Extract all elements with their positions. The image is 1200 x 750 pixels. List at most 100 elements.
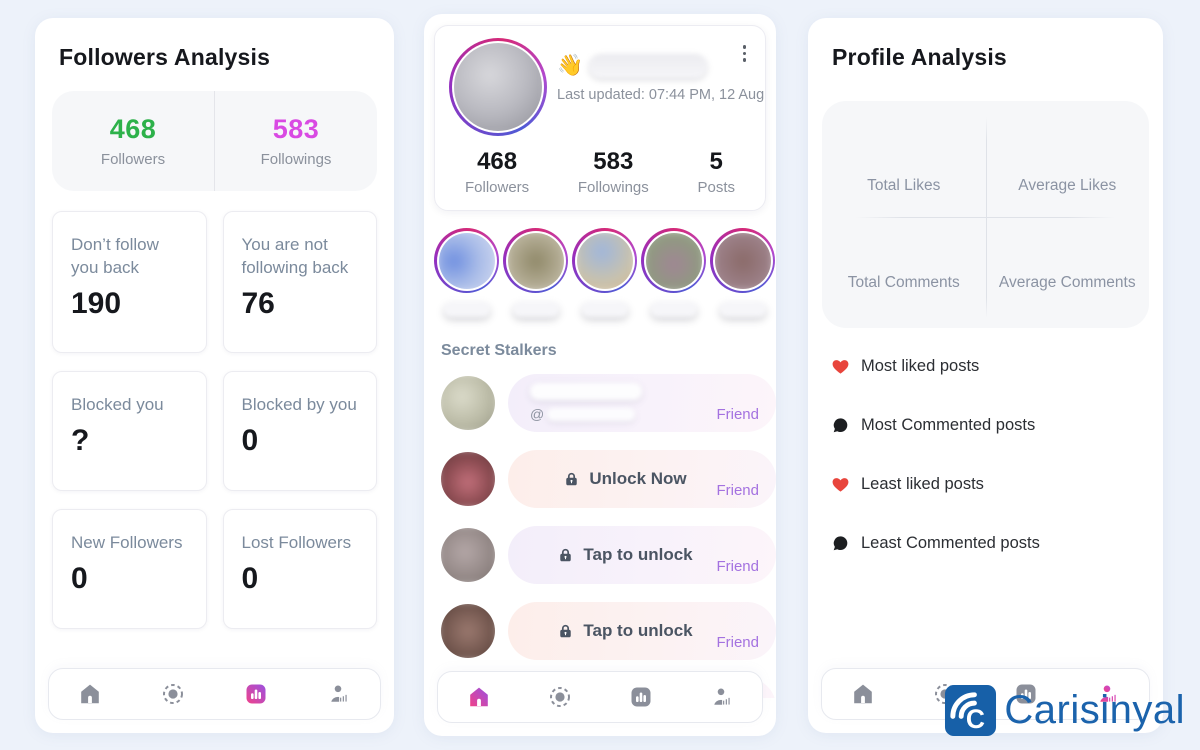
metric-value: 0	[71, 561, 88, 595]
metric-label: You are not following back	[241, 235, 349, 277]
metric-label: Blocked by you	[241, 395, 357, 414]
metrics-grid: Don’t follow you back 190 You are not fo…	[52, 211, 377, 629]
posts-count: 5	[709, 148, 723, 175]
carisinyal-watermark: C Carisinyal	[944, 684, 1185, 737]
post-link-label: Most Commented posts	[861, 416, 1036, 434]
home-screen: 👋 Last updated: 07:44 PM, 12 Aug 468 Fol…	[424, 14, 776, 736]
metric-label: Blocked you	[71, 395, 164, 414]
stalker-avatar	[441, 452, 495, 506]
page-title: Followers Analysis	[59, 44, 271, 70]
stalker-list-item[interactable]: @ Friend	[441, 374, 776, 432]
blurred-story-name	[719, 302, 766, 317]
metric-label: New Followers	[71, 533, 183, 552]
friend-badge[interactable]: Friend	[716, 406, 759, 423]
stalker-pill: Tap to unlock Friend	[508, 602, 776, 660]
unlock-button[interactable]: Tap to unlock	[583, 621, 693, 640]
followings-count: 583	[272, 114, 320, 144]
home-icon[interactable]	[78, 682, 102, 706]
stalker-story-avatar[interactable]	[503, 228, 568, 317]
card-blocked-you[interactable]: Blocked you ?	[52, 371, 207, 491]
least-liked-posts-item[interactable]: Least liked posts	[831, 475, 1139, 494]
unlock-button[interactable]: Unlock Now	[589, 469, 687, 488]
stalker-list-item[interactable]: Tap to unlock Friend	[441, 526, 776, 584]
comment-icon	[833, 418, 848, 433]
friend-badge[interactable]: Friend	[716, 634, 759, 651]
average-likes-cell[interactable]: Average Likes	[986, 101, 1150, 215]
profile-avatar[interactable]	[449, 38, 547, 136]
carisinyal-logo-icon: C	[945, 684, 997, 737]
followings-stat[interactable]: 583 Followings	[215, 91, 377, 191]
page-title: Profile Analysis	[832, 44, 1007, 70]
followers-stat[interactable]: 468 Followers	[465, 148, 529, 196]
blurred-story-name	[581, 302, 628, 317]
least-commented-posts-item[interactable]: Least Commented posts	[831, 534, 1139, 553]
blurred-story-name	[650, 302, 697, 317]
profile-icon[interactable]	[327, 682, 351, 706]
followings-stat[interactable]: 583 Followings	[578, 148, 649, 196]
metric-value: 76	[241, 286, 275, 320]
post-link-label: Least liked posts	[861, 475, 984, 493]
heart-icon	[832, 478, 849, 492]
lock-icon	[566, 472, 578, 485]
friend-badge[interactable]: Friend	[716, 558, 759, 575]
discover-icon[interactable]	[161, 682, 185, 706]
analytics-icon[interactable]	[1014, 682, 1038, 706]
metric-value: ?	[71, 423, 90, 457]
total-likes-cell[interactable]: Total Likes	[822, 101, 986, 215]
card-you-are-not-following-back[interactable]: You are not following back 76	[222, 211, 377, 353]
followers-stat[interactable]: 468 Followers	[52, 91, 215, 191]
stalker-pill: Tap to unlock Friend	[508, 526, 776, 584]
unlock-button[interactable]: Tap to unlock	[583, 545, 693, 564]
discover-icon[interactable]	[548, 685, 572, 709]
stalker-story-avatar[interactable]	[434, 228, 499, 317]
stalker-avatars-row	[434, 228, 775, 317]
home-icon[interactable]	[851, 682, 875, 706]
wave-emoji: 👋	[557, 54, 584, 77]
stalker-story-avatar[interactable]	[641, 228, 706, 317]
blurred-story-name	[512, 302, 559, 317]
profile-icon-active[interactable]	[1096, 682, 1120, 706]
analytics-icon-active[interactable]	[244, 682, 268, 706]
post-analysis-list: Most liked posts Most Commented posts Le…	[831, 357, 1139, 553]
card-blocked-by-you[interactable]: Blocked by you 0	[222, 371, 377, 491]
card-lost-followers[interactable]: Lost Followers 0	[222, 509, 377, 629]
stalker-pill: @ Friend	[508, 374, 776, 432]
stalker-avatar	[441, 604, 495, 658]
comment-icon	[833, 536, 848, 551]
average-comments-label: Average Comments	[998, 274, 1136, 291]
friend-badge[interactable]: Friend	[716, 482, 759, 499]
bottom-navigation	[437, 671, 763, 723]
blurred-handle: @	[530, 383, 642, 422]
lock-icon	[560, 624, 572, 637]
heart-icon	[832, 360, 849, 374]
followings-count: 583	[593, 148, 634, 175]
stalker-list-item[interactable]: Unlock Now Friend	[441, 450, 776, 508]
followers-count: 468	[109, 114, 157, 144]
stalker-avatar	[441, 528, 495, 582]
stalker-avatar	[441, 376, 495, 430]
posts-stat[interactable]: 5 Posts	[697, 148, 735, 196]
analytics-icon[interactable]	[629, 685, 653, 709]
post-link-label: Most liked posts	[861, 357, 980, 375]
average-likes-label: Average Likes	[1018, 176, 1117, 194]
kebab-menu-icon[interactable]	[740, 42, 750, 65]
home-icon-active[interactable]	[467, 685, 491, 709]
profile-summary-card: 👋 Last updated: 07:44 PM, 12 Aug 468 Fol…	[434, 25, 766, 211]
followers-label: Followers	[100, 151, 166, 168]
average-comments-cell[interactable]: Average Comments	[986, 215, 1150, 329]
metric-label: Lost Followers	[241, 533, 352, 552]
card-dont-follow-you-back[interactable]: Don’t follow you back 190	[52, 211, 207, 353]
total-comments-cell[interactable]: Total Comments	[822, 215, 986, 329]
stalker-story-avatar[interactable]	[710, 228, 775, 317]
followings-label: Followings	[260, 151, 332, 168]
profile-icon[interactable]	[710, 685, 734, 709]
most-liked-posts-item[interactable]: Most liked posts	[831, 357, 1139, 376]
handle-prefix: @	[530, 406, 545, 422]
stalker-story-avatar[interactable]	[572, 228, 637, 317]
followers-label: Followers	[465, 179, 530, 196]
divider	[856, 216, 1115, 218]
most-commented-posts-item[interactable]: Most Commented posts	[831, 416, 1139, 435]
lock-icon	[560, 548, 572, 561]
stalker-list-item[interactable]: Tap to unlock Friend	[441, 602, 776, 660]
card-new-followers[interactable]: New Followers 0	[52, 509, 207, 629]
